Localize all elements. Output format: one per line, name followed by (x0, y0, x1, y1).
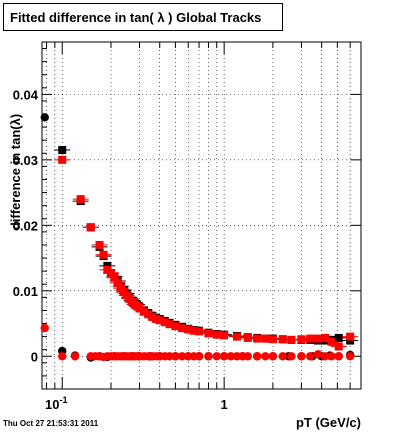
data-point-square (86, 223, 95, 232)
data-point-square (160, 318, 169, 327)
data-point-square (106, 269, 115, 278)
data-point-circle (334, 352, 343, 361)
data-point-circle (261, 352, 270, 361)
data-point-circle (58, 352, 67, 361)
data-point-circle (219, 352, 229, 361)
axes: 0 0.01 0.02 0.03 0.04 10-1 1 (13, 42, 362, 412)
data-point-square (113, 278, 122, 287)
data-point-square (220, 331, 229, 340)
data-point-square (110, 273, 119, 282)
data-point-square (268, 335, 277, 344)
timestamp-label: Thu Oct 27 21:53:31 2011 (3, 419, 99, 428)
y-tick-label: 0.03 (13, 153, 38, 168)
data-point-circle (345, 352, 355, 361)
data-point-circle (40, 113, 49, 122)
data-point-circle (253, 352, 262, 361)
data-point-square (99, 250, 108, 259)
data-point-circle (171, 352, 180, 361)
data-point-circle (165, 352, 174, 361)
y-tick-label: 0.02 (13, 218, 38, 233)
data-point-square (232, 332, 241, 341)
x-tick-label: 10-1 (45, 395, 67, 412)
data-point-square (165, 320, 174, 329)
data-point-circle (243, 352, 253, 361)
data-point-square (184, 325, 193, 334)
data-point-circle (212, 352, 221, 361)
data-point-square (297, 335, 306, 344)
data-point-circle (226, 352, 236, 361)
x-tick-label: 1 (221, 397, 228, 412)
data-point-square (321, 333, 330, 342)
data-point-square (204, 329, 213, 338)
data-point-square (144, 310, 153, 319)
data-point-square (58, 146, 67, 155)
data-point-circle (287, 352, 296, 361)
data-point-square (58, 155, 67, 164)
data-point-square (140, 307, 149, 316)
data-point-circle (306, 352, 315, 361)
data-point-square (243, 333, 252, 342)
y-tick-label: 0 (31, 349, 38, 364)
data-point-square (253, 334, 262, 343)
data-point-square (178, 324, 187, 333)
chart-title-box: Fitted difference in tan( λ ) Global Tra… (3, 3, 283, 31)
data-point-square (334, 333, 343, 342)
data-point-square (261, 334, 270, 343)
y-tick-label: 0.04 (13, 87, 39, 102)
data-point-square (76, 195, 85, 204)
data-point-circle (268, 352, 278, 361)
data-point-circle (40, 323, 49, 333)
x-axis-title: pT (GeV/c) (296, 415, 361, 430)
y-axis-title: difference in tan(λ) (8, 114, 23, 230)
data-point-square (212, 330, 221, 339)
data-point-square (314, 334, 323, 343)
data-point-circle (177, 352, 187, 361)
data-point-square (327, 337, 336, 346)
data-point-circle (70, 352, 80, 361)
data-point-square (155, 316, 164, 325)
data-point-circle (313, 350, 323, 359)
data-point-circle (297, 352, 306, 361)
y-tick-label: 0.01 (13, 284, 38, 299)
data-point-square (278, 335, 287, 344)
data-point-circle (327, 352, 336, 361)
data-point-square (171, 322, 180, 331)
data-points (40, 113, 359, 362)
data-point-square (287, 335, 296, 344)
data-point-square (135, 304, 144, 313)
data-point-circle (278, 352, 287, 361)
data-point-square (334, 342, 343, 351)
data-point-circle (194, 352, 204, 361)
chart-title: Fitted difference in tan( λ ) Global Tra… (10, 10, 262, 25)
data-point-square (189, 326, 198, 335)
data-point-circle (204, 352, 213, 361)
data-point-square (95, 240, 104, 249)
data-point-circle (320, 352, 330, 361)
data-point-square (195, 327, 204, 336)
data-point-square (346, 332, 355, 341)
